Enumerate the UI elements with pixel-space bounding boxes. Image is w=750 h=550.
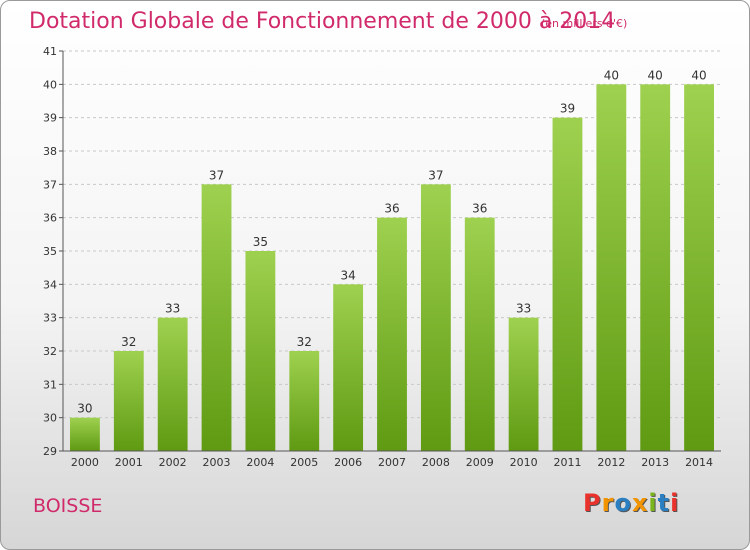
y-tick-label: 41 — [43, 45, 57, 58]
bar — [333, 284, 364, 451]
x-tick-label: 2011 — [553, 456, 581, 469]
logo-letter: o — [614, 489, 632, 517]
y-tick-label: 40 — [43, 78, 57, 91]
logo-letter: x — [631, 489, 649, 517]
y-tick-label: 36 — [43, 212, 57, 225]
x-tick-label: 2010 — [510, 456, 538, 469]
bar — [201, 184, 232, 452]
bar-value-label: 36 — [472, 202, 487, 216]
logo-letter: i — [648, 489, 658, 517]
bar-value-label: 39 — [560, 102, 575, 116]
x-tick-label: 2008 — [422, 456, 450, 469]
x-tick-label: 2006 — [334, 456, 362, 469]
x-tick-label: 2012 — [597, 456, 625, 469]
bar-value-label: 40 — [648, 68, 663, 82]
bar-value-label: 37 — [209, 168, 224, 182]
bar — [640, 84, 671, 451]
logo-letter: i — [670, 489, 680, 517]
bar-value-label: 36 — [384, 202, 399, 216]
bar-value-label: 30 — [77, 402, 92, 416]
y-tick-label: 32 — [43, 345, 57, 358]
bar-value-label: 40 — [691, 68, 706, 82]
x-tick-label: 2003 — [203, 456, 231, 469]
bar — [377, 217, 407, 451]
bar — [596, 84, 627, 451]
bar-value-label: 33 — [516, 302, 531, 316]
bar — [157, 317, 188, 451]
x-tick-label: 2001 — [115, 456, 143, 469]
x-tick-label: 2000 — [71, 456, 99, 469]
bar — [684, 84, 714, 451]
x-tick-label: 2005 — [290, 456, 318, 469]
chart-unit-note: (en milliers d'€) — [541, 17, 628, 30]
bar-value-label: 40 — [604, 68, 619, 82]
commune-name: BOISSE — [33, 495, 103, 517]
y-tick-label: 30 — [43, 412, 57, 425]
bar — [464, 217, 495, 451]
y-tick-label: 38 — [43, 145, 57, 158]
bar — [113, 351, 144, 451]
y-tick-label: 31 — [43, 378, 57, 391]
bar — [508, 317, 539, 451]
y-tick-label: 34 — [43, 278, 57, 291]
y-tick-label: 37 — [43, 178, 57, 191]
y-tick-label: 35 — [43, 245, 57, 258]
x-tick-label: 2007 — [378, 456, 406, 469]
bar — [245, 251, 276, 451]
logo-letter: t — [657, 489, 671, 517]
bar-value-label: 34 — [340, 268, 355, 282]
x-tick-label: 2004 — [246, 456, 274, 469]
bar-value-label: 32 — [121, 335, 136, 349]
x-tick-label: 2013 — [641, 456, 669, 469]
y-tick-label: 33 — [43, 312, 57, 325]
bar-value-label: 37 — [428, 168, 443, 182]
bar — [420, 184, 451, 452]
proxiti-logo[interactable]: Proxiti — [583, 489, 679, 517]
logo-letter: r — [601, 489, 615, 517]
bar — [289, 351, 320, 451]
chart-title: Dotation Globale de Fonctionnement de 20… — [29, 9, 616, 34]
x-tick-label: 2014 — [685, 456, 713, 469]
bar — [552, 117, 583, 452]
y-tick-label: 39 — [43, 112, 57, 125]
bar-value-label: 33 — [165, 302, 180, 316]
bar — [70, 417, 100, 451]
bar-value-label: 32 — [297, 335, 312, 349]
x-tick-label: 2002 — [159, 456, 187, 469]
bar-value-label: 35 — [253, 235, 268, 249]
x-tick-label: 2009 — [466, 456, 494, 469]
y-tick-label: 29 — [43, 445, 57, 458]
logo-letter: P — [583, 489, 602, 517]
